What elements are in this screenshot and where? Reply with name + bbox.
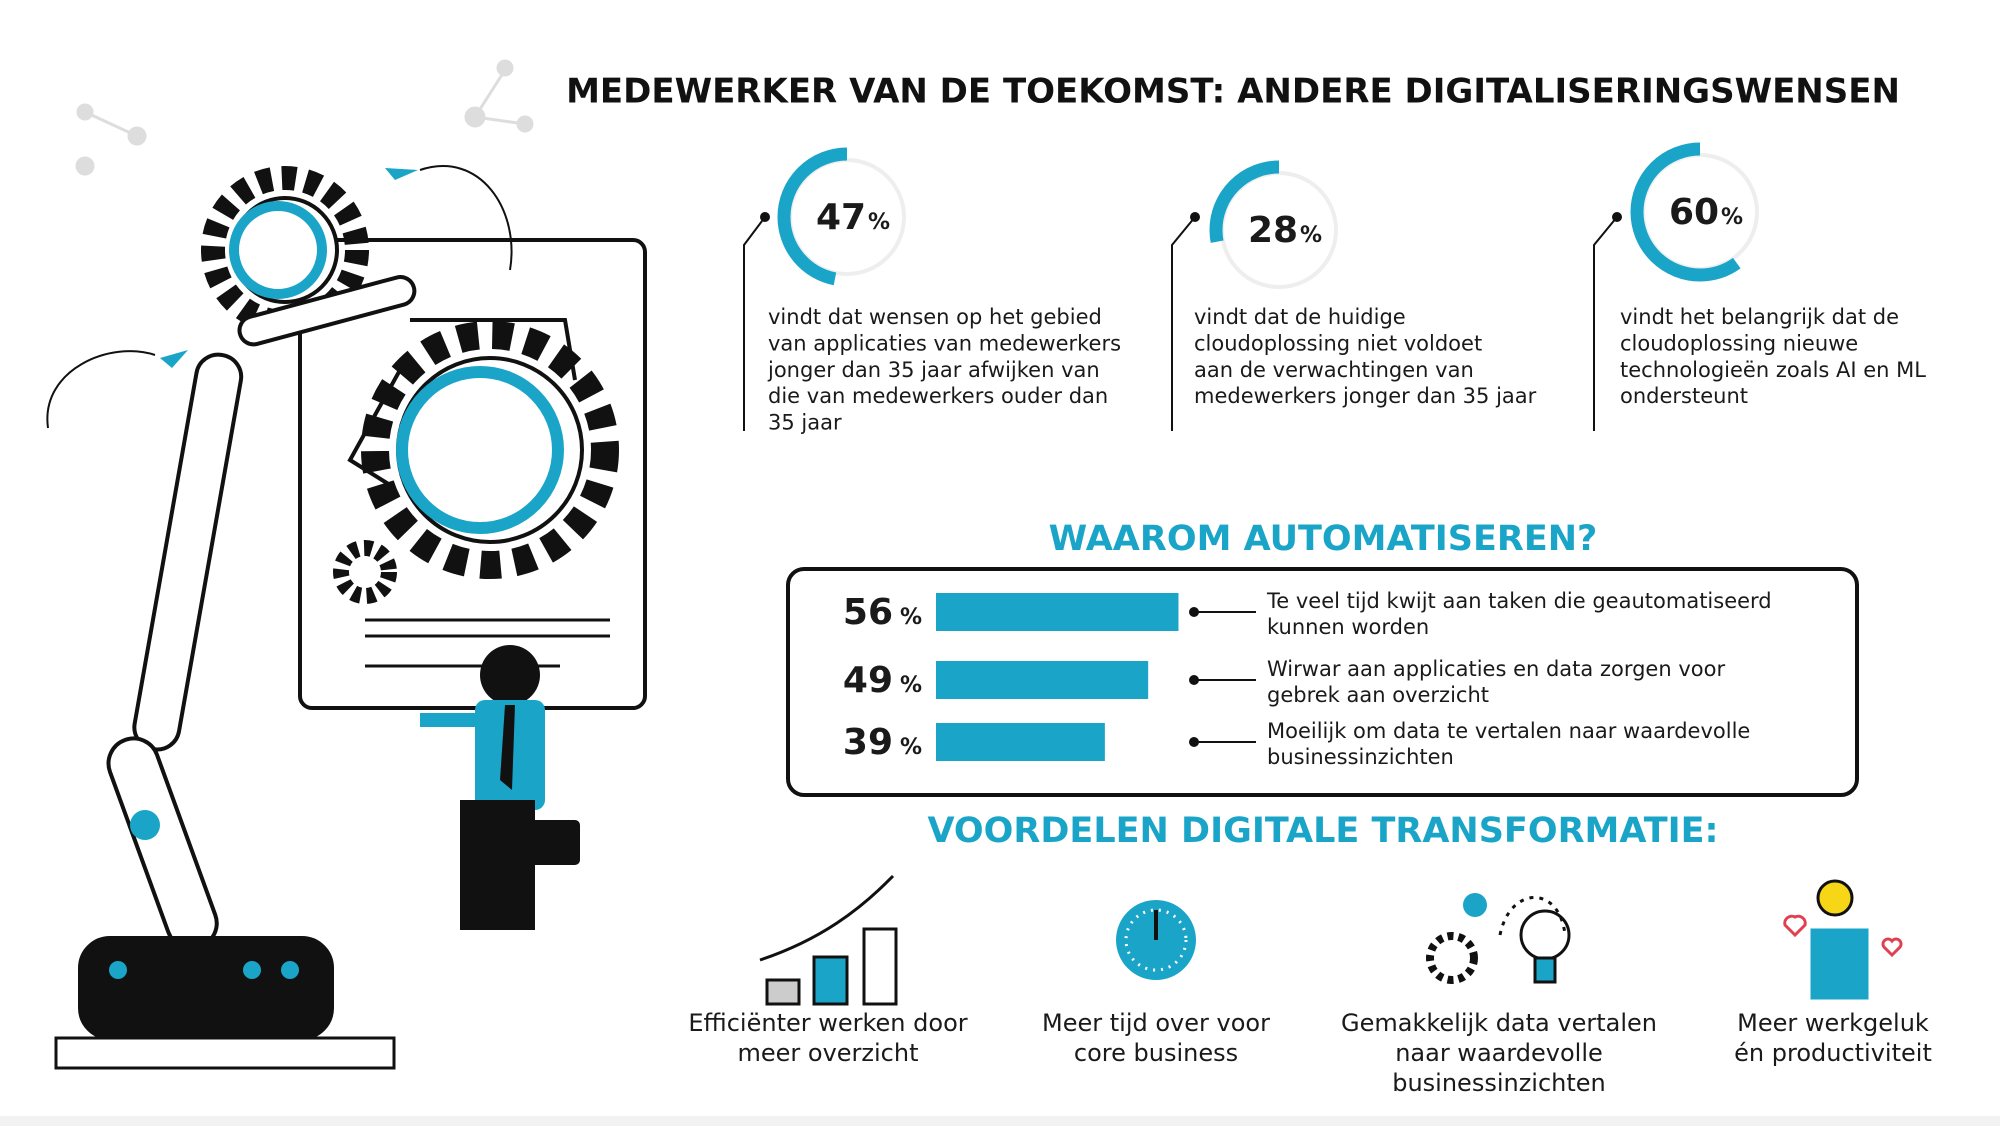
stat-description: vindt dat wensen op het gebied — [768, 305, 1102, 329]
illustration — [46, 59, 647, 1070]
icon — [1463, 893, 1487, 917]
icon — [765, 978, 801, 1006]
bar-percent: % — [900, 605, 922, 630]
title: MEDEWERKER VAN DE TOEKOMST: ANDERE DIGIT… — [566, 72, 1900, 112]
bar-value: 49 — [843, 660, 893, 701]
icon — [812, 955, 849, 1006]
bar-description: Moeilijk om data te vertalen naar waarde… — [1267, 719, 1750, 743]
benefit-label: Gemakkelijk data vertalen — [1341, 1009, 1657, 1037]
icon — [1426, 932, 1478, 984]
section-title: WAAROM AUTOMATISEREN? — [1049, 519, 1598, 559]
section-title: VOORDELEN DIGITALE TRANSFORMATIE: — [927, 811, 1718, 851]
icon — [1816, 879, 1854, 917]
bar — [936, 661, 1149, 699]
stat-description: vindt het belangrijk dat de — [1620, 305, 1899, 329]
stat-description: 35 jaar — [768, 411, 842, 435]
ring-arc — [777, 147, 917, 287]
stat-line — [743, 216, 766, 431]
bar — [936, 723, 1105, 761]
stat-description: cloudoplossing nieuwe — [1620, 331, 1858, 355]
benefit-label: core business — [1074, 1039, 1238, 1067]
stat-value: 28 — [1248, 210, 1298, 251]
footer-band — [0, 1116, 2000, 1126]
bar-value: 56 — [843, 592, 893, 633]
icon — [1810, 928, 1869, 1000]
icon — [1533, 956, 1557, 984]
bar-description: gebrek aan overzicht — [1267, 683, 1489, 707]
stat-description: medewerkers jonger dan 35 jaar — [1194, 384, 1537, 408]
stat-description: ondersteunt — [1620, 384, 1748, 408]
stat-description: vindt dat de huidige — [1194, 305, 1406, 329]
stat-percent: % — [868, 210, 890, 235]
ring-arc — [1209, 160, 1349, 300]
icon — [1783, 914, 1807, 938]
benefit-icons — [759, 874, 1903, 1006]
benefit-label: meer overzicht — [737, 1039, 918, 1067]
stat-percent: % — [1721, 205, 1743, 230]
benefit-label: naar waardevolle — [1395, 1039, 1603, 1067]
icon — [759, 874, 895, 962]
bar-percent: % — [900, 735, 922, 760]
benefit-label: Meer werkgeluk — [1737, 1009, 1929, 1037]
benefit-label: én productiviteit — [1734, 1039, 1932, 1067]
automation-box — [786, 567, 1859, 797]
bar-description: businessinzichten — [1267, 745, 1454, 769]
stat-value: 60 — [1669, 192, 1719, 233]
bar-description: kunnen worden — [1267, 615, 1429, 639]
icon — [1498, 896, 1567, 936]
stat-description: die van medewerkers ouder dan — [768, 384, 1108, 408]
stat-line — [1171, 216, 1196, 431]
stat-description: jonger dan 35 jaar afwijken van — [767, 358, 1100, 382]
stat-description: aan de verwachtingen van — [1194, 358, 1474, 382]
icon — [1124, 908, 1188, 972]
benefit-label: Meer tijd over voor — [1042, 1009, 1270, 1037]
stat-description: cloudoplossing niet voldoet — [1194, 331, 1482, 355]
ring-arc — [1630, 142, 1770, 282]
bar-value: 39 — [843, 722, 893, 763]
stat-line — [1593, 216, 1618, 431]
bar-description: Te veel tijd kwijt aan taken die geautom… — [1266, 589, 1772, 613]
bar-description: Wirwar aan applicaties en data zorgen vo… — [1267, 657, 1725, 681]
stat-percent: % — [1300, 223, 1322, 248]
stat-description: van applicaties van medewerkers — [768, 331, 1121, 355]
stat-value: 47 — [816, 197, 866, 238]
stat-description: technologieën zoals AI en ML — [1620, 358, 1926, 382]
icon — [1881, 937, 1903, 958]
benefit-label: businessinzichten — [1392, 1069, 1606, 1097]
bar-percent: % — [900, 673, 922, 698]
bar — [936, 593, 1179, 631]
icon — [862, 927, 898, 1006]
benefit-label: Efficiënter werken door — [688, 1009, 967, 1037]
